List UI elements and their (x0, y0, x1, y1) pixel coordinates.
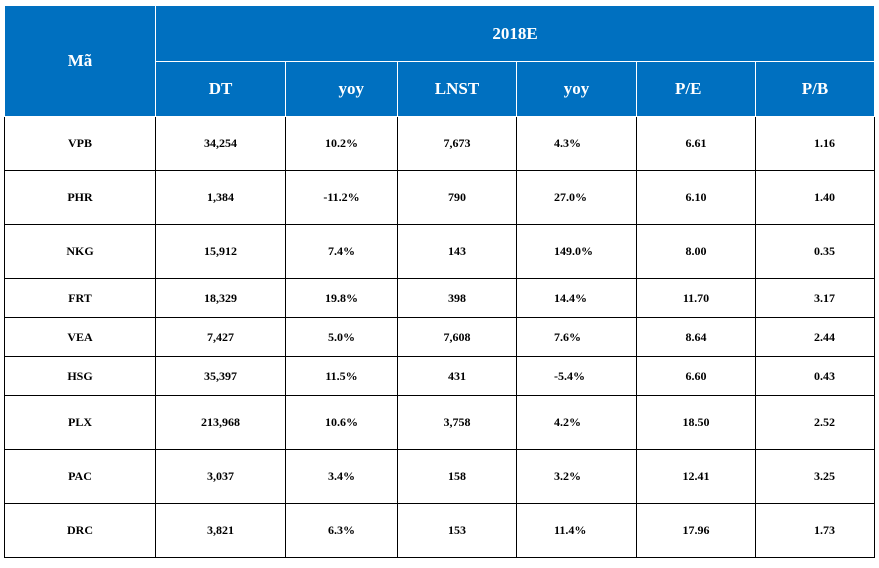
cell-code: FRT (4, 278, 156, 318)
cell-pe: 8.00 (636, 224, 756, 279)
table-row: PHR 1,384 -11.2% 790 27.0% 6.10 1.40 (4, 170, 876, 225)
cell-pe: 18.50 (636, 395, 756, 450)
cell-revenue-yoy: 10.2% (285, 116, 398, 171)
code-header: Mã (4, 5, 156, 117)
cell-revenue: 213,968 (155, 395, 286, 450)
cell-profit-yoy: 4.3% (516, 116, 637, 171)
cell-profit: 3,758 (397, 395, 517, 450)
cell-revenue: 1,384 (155, 170, 286, 225)
cell-profit-yoy: 14.4% (516, 278, 637, 318)
cell-pb: 1.16 (754, 116, 876, 171)
table-row: VPB 34,254 10.2% 7,673 4.3% 6.61 1.16 (4, 116, 876, 171)
cell-profit-yoy: 3.2% (516, 449, 637, 504)
table-body: VPB 34,254 10.2% 7,673 4.3% 6.61 1.16 PHR 1,384-… (4, 116, 876, 558)
cell-pb: 0.35 (754, 224, 876, 279)
table-row: FRT 18,329 19.8% 398 14.4% 11.70 3.17 (4, 278, 876, 318)
table-row: PLX 213,968 10.6% 3,758 4.2% 18.50 2.52 (4, 395, 876, 450)
cell-profit: 790 (397, 170, 517, 225)
table-row: NKG 15,912 7.4% 143 149.0% 8.00 0.35 (4, 224, 876, 279)
cell-code: VPB (4, 116, 156, 171)
cell-profit-yoy: 149.0% (516, 224, 637, 279)
cell-profit: 158 (397, 449, 517, 504)
table-row: DRC 3,821 6.3% 153 11.4% 17.96 1.73 (4, 503, 876, 558)
header-pb: P/B (754, 61, 876, 117)
cell-revenue: 3,037 (155, 449, 286, 504)
header-yoy-revenue: yoy (285, 61, 398, 117)
table-row: HSG 35,397 11.5% 431 -5.4% 6.60 0.43 (4, 356, 876, 396)
cell-profit: 7,673 (397, 116, 517, 171)
table-row: VEA 7,427 5.0% 7,608 7.6% 8.64 2.44 (4, 317, 876, 357)
cell-pb: 0.43 (754, 356, 876, 396)
cell-profit: 398 (397, 278, 517, 318)
cell-profit: 143 (397, 224, 517, 279)
cell-code: DRC (4, 503, 156, 558)
cell-revenue-yoy: 6.3% (285, 503, 398, 558)
year-group-header: 2018E (154, 5, 876, 62)
cell-profit-yoy: 27.0% (516, 170, 637, 225)
cell-revenue-yoy: 19.8% (285, 278, 398, 318)
header-yoy-profit: yoy (516, 61, 637, 117)
cell-pb: 3.25 (754, 449, 876, 504)
cell-pe: 6.10 (636, 170, 756, 225)
cell-pe: 11.70 (636, 278, 756, 318)
cell-pe: 17.96 (636, 503, 756, 558)
cell-revenue: 3,821 (155, 503, 286, 558)
header-dt: DT (155, 61, 286, 117)
cell-revenue-yoy: 3.4% (285, 449, 398, 504)
cell-revenue-yoy: 10.6% (285, 395, 398, 450)
cell-revenue-yoy: 11.5% (285, 356, 398, 396)
cell-revenue: 35,397 (155, 356, 286, 396)
cell-profit-yoy: 11.4% (516, 503, 637, 558)
cell-code: NKG (4, 224, 156, 279)
header-pe: P/E (636, 61, 756, 117)
cell-revenue-yoy: 5.0% (285, 317, 398, 357)
cell-profit-yoy: 7.6% (516, 317, 637, 357)
cell-pb: 1.73 (754, 503, 876, 558)
cell-revenue: 7,427 (155, 317, 286, 357)
cell-code: PHR (4, 170, 156, 225)
cell-revenue: 34,254 (155, 116, 286, 171)
cell-pb: 3.17 (754, 278, 876, 318)
valuation-table: Mã 2018E DT yoy LNST yoy P/E P/B VPB 34,2… (4, 5, 876, 558)
cell-code: HSG (4, 356, 156, 396)
cell-pb: 1.40 (754, 170, 876, 225)
cell-revenue: 15,912 (155, 224, 286, 279)
cell-pe: 12.41 (636, 449, 756, 504)
cell-code: VEA (4, 317, 156, 357)
cell-revenue: 18,329 (155, 278, 286, 318)
cell-pb: 2.44 (754, 317, 876, 357)
cell-pe: 6.60 (636, 356, 756, 396)
cell-revenue-yoy: -11.2% (285, 170, 398, 225)
cell-profit: 153 (397, 503, 517, 558)
table-row: PAC 3,037 3.4% 158 3.2% 12.41 3.25 (4, 449, 876, 504)
cell-profit-yoy: -5.4% (516, 356, 637, 396)
cell-pb: 2.52 (754, 395, 876, 450)
cell-pe: 6.61 (636, 116, 756, 171)
cell-code: PAC (4, 449, 156, 504)
cell-code: PLX (4, 395, 156, 450)
cell-pe: 8.64 (636, 317, 756, 357)
cell-profit: 7,608 (397, 317, 517, 357)
cell-profit: 431 (397, 356, 517, 396)
cell-profit-yoy: 4.2% (516, 395, 637, 450)
header-lnst: LNST (397, 61, 517, 117)
cell-revenue-yoy: 7.4% (285, 224, 398, 279)
